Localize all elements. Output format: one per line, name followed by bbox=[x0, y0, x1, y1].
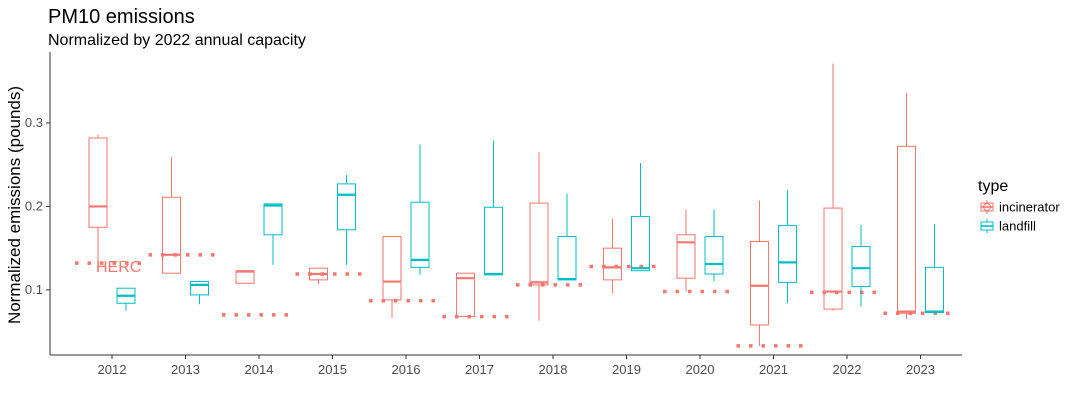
box-incinerator bbox=[603, 218, 622, 294]
box-iqr bbox=[778, 225, 797, 283]
box-iqr bbox=[88, 137, 108, 228]
box-iqr bbox=[557, 235, 577, 281]
box-iqr bbox=[823, 207, 843, 310]
x-tick-label: 2014 bbox=[245, 362, 274, 377]
box-landfill bbox=[116, 287, 136, 311]
legend: type incinerator landfill bbox=[978, 178, 1060, 234]
box-incinerator bbox=[529, 152, 549, 321]
legend-title: type bbox=[978, 178, 1008, 195]
box-iqr bbox=[897, 145, 916, 314]
box-iqr bbox=[190, 281, 209, 296]
box-iqr bbox=[382, 235, 402, 301]
box-iqr bbox=[529, 202, 549, 286]
box-iqr bbox=[676, 234, 696, 279]
x-tick-label: 2012 bbox=[98, 362, 127, 377]
box-incinerator bbox=[235, 270, 255, 284]
box-landfill bbox=[778, 189, 797, 304]
x-tick-label: 2013 bbox=[171, 362, 200, 377]
box-iqr bbox=[410, 201, 430, 268]
box-iqr bbox=[484, 206, 503, 276]
box-incinerator bbox=[382, 235, 402, 319]
box-incinerator bbox=[676, 209, 696, 292]
box-incinerator bbox=[897, 92, 916, 320]
box-iqr bbox=[162, 196, 181, 274]
legend-key-point bbox=[983, 203, 991, 211]
box-iqr bbox=[631, 215, 650, 272]
x-tick-label: 2023 bbox=[906, 362, 935, 377]
y-tick-label: 0.1 bbox=[25, 282, 43, 297]
box-incinerator bbox=[162, 157, 181, 274]
reference-label: HERC bbox=[96, 259, 141, 276]
box-landfill bbox=[557, 193, 577, 281]
y-tick-label: 0.3 bbox=[25, 115, 43, 130]
box-iqr bbox=[704, 235, 724, 275]
x-tick-label: 2017 bbox=[465, 362, 494, 377]
x-tick-label: 2019 bbox=[612, 362, 641, 377]
box-iqr bbox=[337, 183, 356, 231]
legend-label: landfill bbox=[999, 219, 1036, 234]
box-landfill bbox=[851, 224, 871, 307]
box-iqr bbox=[750, 240, 769, 326]
box-landfill bbox=[925, 223, 944, 315]
box-landfill bbox=[704, 209, 724, 282]
x-tick-label: 2021 bbox=[759, 362, 788, 377]
chart-subtitle: Normalized by 2022 annual capacity bbox=[48, 32, 306, 49]
x-tick-label: 2020 bbox=[686, 362, 715, 377]
box-incinerator bbox=[88, 134, 108, 264]
box-landfill bbox=[631, 163, 650, 272]
box-landfill bbox=[263, 203, 283, 265]
legend-item-incinerator: incinerator bbox=[980, 200, 1060, 215]
x-tick-label: 2018 bbox=[539, 362, 568, 377]
box-landfill bbox=[484, 140, 503, 276]
box-iqr bbox=[925, 266, 944, 313]
legend-label: incinerator bbox=[999, 200, 1060, 215]
box-incinerator bbox=[823, 63, 843, 311]
box-iqr bbox=[456, 272, 475, 318]
box-incinerator bbox=[750, 200, 769, 346]
box-iqr bbox=[263, 203, 283, 236]
box-landfill bbox=[190, 280, 209, 305]
box-incinerator bbox=[456, 272, 475, 318]
y-tick-label: 0.2 bbox=[25, 198, 43, 213]
x-tick-label: 2016 bbox=[392, 362, 421, 377]
y-axis-title: Normalized emissions (pounds) bbox=[5, 86, 24, 324]
x-tick-label: 2015 bbox=[318, 362, 347, 377]
box-iqr bbox=[603, 247, 622, 281]
plot-area: 0.1 0.2 0.3 2012 2013 2014 2015 2016 2017 2018 201… bbox=[25, 52, 962, 377]
chart-title: PM10 emissions bbox=[48, 6, 195, 28]
box-incinerator bbox=[309, 267, 328, 285]
legend-item-landfill: landfill bbox=[980, 219, 1036, 234]
box-iqr bbox=[851, 245, 871, 288]
box-landfill bbox=[410, 144, 430, 275]
box-landfill bbox=[337, 174, 356, 265]
x-tick-label: 2022 bbox=[833, 362, 862, 377]
